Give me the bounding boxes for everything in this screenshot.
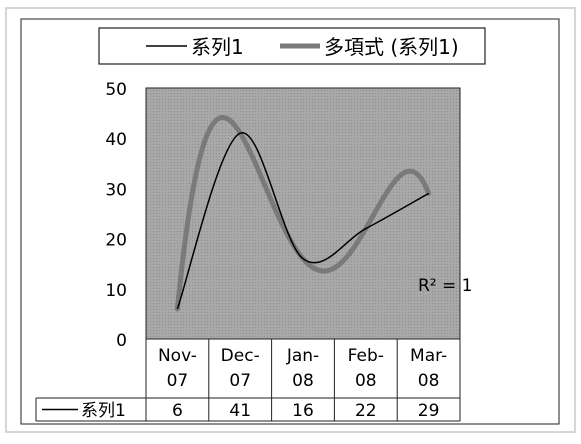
table-row-label: 系列1 — [81, 401, 126, 421]
x-category-label: 07 — [167, 371, 189, 391]
legend-label-series: 系列1 — [191, 35, 244, 59]
x-category-label: Nov- — [158, 346, 197, 366]
plot-area — [146, 88, 460, 339]
x-category-label: 08 — [292, 371, 314, 391]
r-squared-label: R² = 1 — [418, 276, 473, 296]
y-tick-label: 20 — [105, 231, 127, 251]
x-category-label: Dec- — [221, 346, 260, 366]
x-category-label: 07 — [229, 371, 251, 391]
table-value-cell: 29 — [418, 401, 440, 421]
table-value-cell: 22 — [355, 401, 377, 421]
x-category-label: Feb- — [348, 346, 384, 366]
y-tick-label: 40 — [105, 130, 127, 150]
x-category-label: Mar- — [410, 346, 447, 366]
x-category-label: 08 — [418, 371, 440, 391]
y-tick-label: 10 — [105, 281, 127, 301]
table-value-cell: 6 — [172, 401, 183, 421]
table-value-cell: 41 — [229, 401, 251, 421]
table-value-cell: 16 — [292, 401, 314, 421]
x-category-label: 08 — [355, 371, 377, 391]
legend-label-trend: 多項式 (系列1) — [324, 35, 459, 59]
y-tick-label: 0 — [116, 331, 127, 351]
x-category-label: Jan- — [286, 346, 319, 366]
y-tick-label: 50 — [105, 80, 127, 100]
y-tick-label: 30 — [105, 180, 127, 200]
